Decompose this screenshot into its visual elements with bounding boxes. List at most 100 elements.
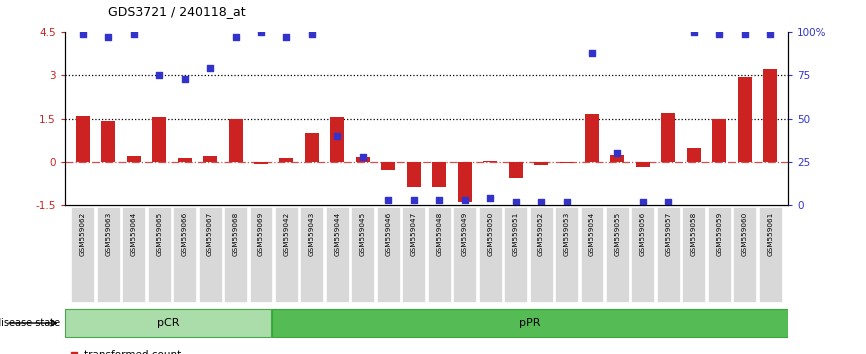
Text: GSM559062: GSM559062 — [80, 211, 86, 256]
Bar — [662, 113, 675, 162]
Point — [126, 31, 140, 36]
FancyBboxPatch shape — [580, 207, 604, 302]
Text: GSM559056: GSM559056 — [640, 211, 646, 256]
FancyBboxPatch shape — [173, 207, 196, 302]
Bar — [687, 148, 701, 162]
Text: GSM559046: GSM559046 — [385, 211, 391, 256]
Text: GSM559057: GSM559057 — [665, 211, 671, 256]
FancyBboxPatch shape — [504, 207, 527, 302]
FancyBboxPatch shape — [198, 207, 222, 302]
Text: GSM559042: GSM559042 — [283, 211, 289, 256]
Bar — [636, 162, 650, 167]
Point — [76, 31, 90, 36]
Text: GSM559045: GSM559045 — [360, 211, 365, 256]
Text: GSM559044: GSM559044 — [334, 211, 340, 256]
Text: GSM559054: GSM559054 — [589, 211, 595, 256]
FancyBboxPatch shape — [708, 207, 731, 302]
FancyBboxPatch shape — [272, 309, 787, 337]
Text: pCR: pCR — [157, 318, 179, 328]
FancyBboxPatch shape — [122, 207, 145, 302]
Text: GSM559047: GSM559047 — [410, 211, 417, 256]
Bar — [229, 119, 242, 162]
Text: GSM559048: GSM559048 — [436, 211, 443, 256]
FancyBboxPatch shape — [275, 207, 298, 302]
Point — [687, 29, 701, 35]
Text: GSM559069: GSM559069 — [258, 211, 264, 256]
Bar — [280, 159, 294, 162]
Bar — [407, 162, 421, 187]
Bar — [254, 162, 268, 164]
Text: GSM559067: GSM559067 — [207, 211, 213, 256]
FancyBboxPatch shape — [759, 207, 782, 302]
Bar — [738, 77, 752, 162]
Point — [432, 197, 446, 203]
Point — [305, 31, 319, 36]
Point — [331, 133, 345, 139]
Bar — [713, 119, 727, 162]
Text: GDS3721 / 240118_at: GDS3721 / 240118_at — [108, 5, 246, 18]
Point — [483, 195, 497, 201]
Bar — [204, 156, 217, 162]
Point — [178, 76, 191, 81]
FancyBboxPatch shape — [301, 207, 323, 302]
Text: GSM559055: GSM559055 — [615, 211, 620, 256]
Point — [559, 199, 573, 205]
Point — [763, 31, 777, 36]
Text: GSM559053: GSM559053 — [564, 211, 570, 256]
FancyBboxPatch shape — [97, 207, 120, 302]
Bar — [126, 156, 140, 162]
FancyBboxPatch shape — [453, 207, 476, 302]
FancyBboxPatch shape — [682, 207, 705, 302]
Text: GSM559064: GSM559064 — [131, 211, 137, 256]
Bar — [178, 158, 191, 162]
FancyBboxPatch shape — [66, 309, 271, 337]
Text: disease state: disease state — [0, 318, 61, 328]
FancyBboxPatch shape — [224, 207, 247, 302]
FancyBboxPatch shape — [326, 207, 349, 302]
Point — [636, 199, 650, 205]
Bar — [356, 157, 370, 162]
Bar — [305, 133, 319, 162]
Point — [280, 34, 294, 40]
FancyBboxPatch shape — [403, 207, 425, 302]
Bar — [331, 117, 345, 162]
FancyBboxPatch shape — [606, 207, 629, 302]
Point — [585, 50, 599, 56]
Bar — [432, 162, 446, 187]
Text: GSM559043: GSM559043 — [309, 211, 315, 256]
Bar — [611, 155, 624, 162]
Bar — [534, 162, 548, 165]
Text: GSM559065: GSM559065 — [156, 211, 162, 256]
Text: GSM559058: GSM559058 — [691, 211, 697, 256]
FancyBboxPatch shape — [377, 207, 400, 302]
Point — [381, 197, 395, 203]
Point — [662, 199, 675, 205]
Bar — [381, 162, 395, 170]
FancyBboxPatch shape — [479, 207, 501, 302]
Point — [611, 150, 624, 156]
FancyBboxPatch shape — [530, 207, 553, 302]
Bar — [101, 121, 115, 162]
Text: pPR: pPR — [519, 318, 540, 328]
Point — [508, 199, 522, 205]
Point — [738, 31, 752, 36]
Text: GSM559066: GSM559066 — [182, 211, 188, 256]
Text: GSM559050: GSM559050 — [488, 211, 493, 256]
Point — [458, 197, 472, 203]
FancyBboxPatch shape — [555, 207, 578, 302]
FancyBboxPatch shape — [71, 207, 94, 302]
Text: GSM559063: GSM559063 — [106, 211, 111, 256]
Bar — [585, 114, 599, 162]
Point — [407, 197, 421, 203]
FancyBboxPatch shape — [734, 207, 756, 302]
Point — [204, 65, 217, 71]
Legend: transformed count, percentile rank within the sample: transformed count, percentile rank withi… — [70, 350, 260, 354]
Bar — [508, 162, 522, 178]
Bar — [483, 160, 497, 162]
FancyBboxPatch shape — [249, 207, 273, 302]
Text: GSM559068: GSM559068 — [233, 211, 238, 256]
FancyBboxPatch shape — [657, 207, 680, 302]
Text: GSM559052: GSM559052 — [538, 211, 544, 256]
FancyBboxPatch shape — [148, 207, 171, 302]
Bar — [763, 69, 778, 162]
